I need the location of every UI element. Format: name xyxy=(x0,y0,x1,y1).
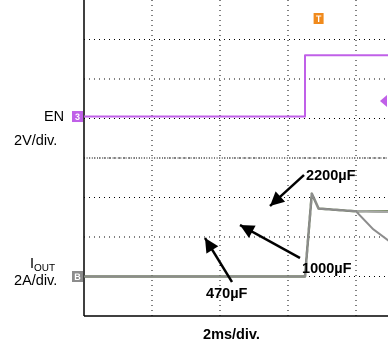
annotation-arrows xyxy=(203,174,305,283)
iout-label-subscript: OUT xyxy=(34,263,55,274)
annotation-2200uf: 2200µF xyxy=(306,168,356,184)
annotation-470uf: 470µF xyxy=(206,286,248,302)
trace-en xyxy=(84,54,388,118)
en-trigger-level-marker xyxy=(380,95,387,107)
iout-ref-marker-text: B xyxy=(74,272,81,282)
trace-470f xyxy=(84,192,388,278)
iout-channel-label: IOUT xyxy=(30,256,55,274)
plot-traces xyxy=(84,54,388,278)
plot-markers: T 3 B xyxy=(72,13,387,282)
x-scale-label: 2ms/div. xyxy=(203,327,260,343)
en-ref-marker-text: 3 xyxy=(75,112,80,122)
iout-ref-marker-box xyxy=(72,271,83,282)
iout-label-main: I xyxy=(30,256,34,272)
arrow-1000uf-head xyxy=(240,225,256,238)
arrow-470uf-head xyxy=(205,238,219,254)
iout-scale-label: 2A/div. xyxy=(14,273,57,289)
annotation-1000uf: 1000µF xyxy=(302,261,352,277)
trigger-marker-box xyxy=(313,13,324,24)
en-scale-label: 2V/div. xyxy=(14,133,57,149)
trigger-marker-text: T xyxy=(316,14,322,24)
en-ref-marker-box xyxy=(72,111,83,123)
en-channel-label: EN xyxy=(44,109,64,125)
arrow-2200uf-head xyxy=(270,191,286,206)
